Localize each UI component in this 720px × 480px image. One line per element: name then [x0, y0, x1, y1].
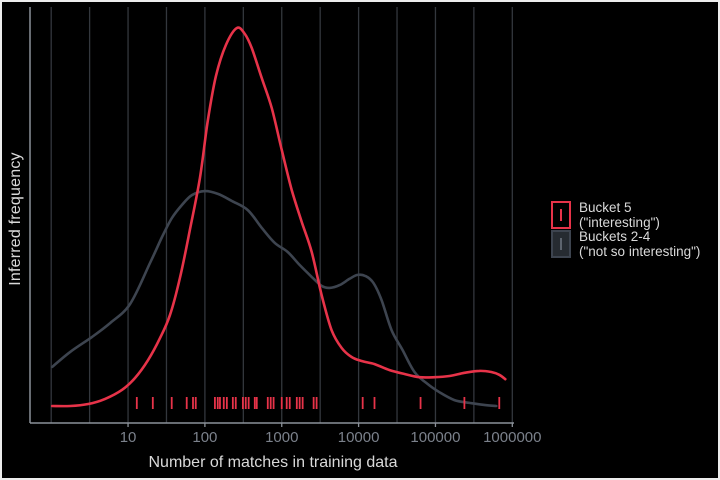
legend-label-line: ("not so interesting")	[579, 243, 701, 259]
legend-label-line: Buckets 2-4	[579, 229, 651, 244]
x-tick-label: 100000	[410, 429, 460, 446]
legend-entry-bucket5: Bucket 5 ("interesting")	[551, 200, 700, 230]
density-curve-bucket5	[50, 26, 507, 408]
x-tick-label: 100	[192, 429, 217, 446]
rug-tick-glyph	[560, 238, 562, 250]
legend: Bucket 5 ("interesting") Buckets 2-4 ("n…	[551, 200, 701, 259]
legend-label-line: ("interesting")	[579, 214, 660, 230]
rug-tick-glyph	[560, 209, 562, 221]
legend-label-line: Bucket 5	[579, 200, 632, 215]
x-tick-label: 1000000	[483, 429, 541, 446]
x-tick-label: 1000	[265, 429, 298, 446]
x-tick-label: 10000	[338, 429, 380, 446]
x-axis-title: Number of matches in training data	[148, 454, 398, 471]
y-axis-title: Inferred frequency	[7, 152, 24, 286]
legend-label-buckets2-4: Buckets 2-4 ("not so interesting")	[579, 229, 701, 259]
legend-entry-buckets2-4: Buckets 2-4 ("not so interesting")	[551, 229, 701, 259]
legend-label-bucket5: Bucket 5 ("interesting")	[579, 200, 660, 230]
density-curve-buckets2-4	[50, 189, 498, 408]
legend-key-buckets2-4-icon	[551, 230, 571, 258]
x-tick-label: 10	[120, 429, 137, 446]
legend-key-bucket5-icon	[551, 201, 571, 229]
